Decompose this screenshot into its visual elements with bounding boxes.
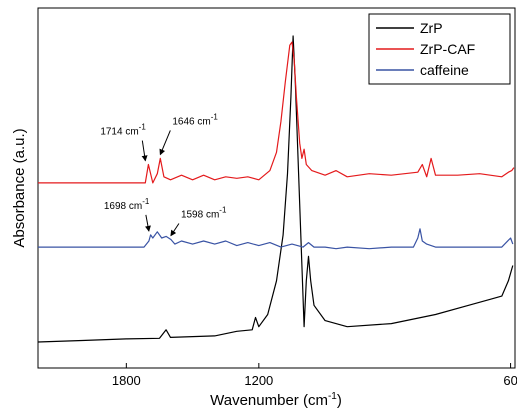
legend-label: ZrP — [420, 20, 443, 36]
annotation-arrow — [159, 130, 171, 156]
x-axis-title: Wavenumber (cm-1) — [210, 391, 342, 409]
x-axis-title-sup: -1 — [328, 391, 337, 402]
x-ticks: 1800 1200 60 — [112, 363, 517, 388]
x-tick-label: 60 — [503, 373, 517, 388]
annotation-arrow — [170, 223, 180, 237]
annotation-label: 1598 cm-1 — [181, 205, 227, 220]
plot-frame — [37, 7, 516, 369]
annotation-label: 1714 cm-1 — [100, 123, 146, 138]
series-line-caffeine — [38, 228, 514, 250]
legend-label: ZrP-CAF — [420, 41, 475, 57]
x-axis-title-close: ) — [337, 392, 342, 409]
annotations: 1714 cm-1 1646 cm-1 1698 cm-1 1598 cm-1 — [100, 112, 227, 237]
y-axis-title: Absorbance (a.u.) — [11, 128, 28, 247]
annotation-arrow — [141, 140, 148, 162]
annotation-label: 1646 cm-1 — [172, 112, 218, 127]
series-layer — [37, 35, 515, 343]
series-line-zrp-caf — [38, 41, 515, 184]
annotation-arrow — [144, 214, 151, 232]
annotation-label: 1698 cm-1 — [104, 197, 150, 212]
legend-label: caffeine — [420, 62, 469, 78]
x-tick-label: 1200 — [244, 373, 273, 388]
x-tick-label: 1800 — [112, 373, 141, 388]
legend: ZrP ZrP-CAF caffeine — [368, 13, 511, 85]
